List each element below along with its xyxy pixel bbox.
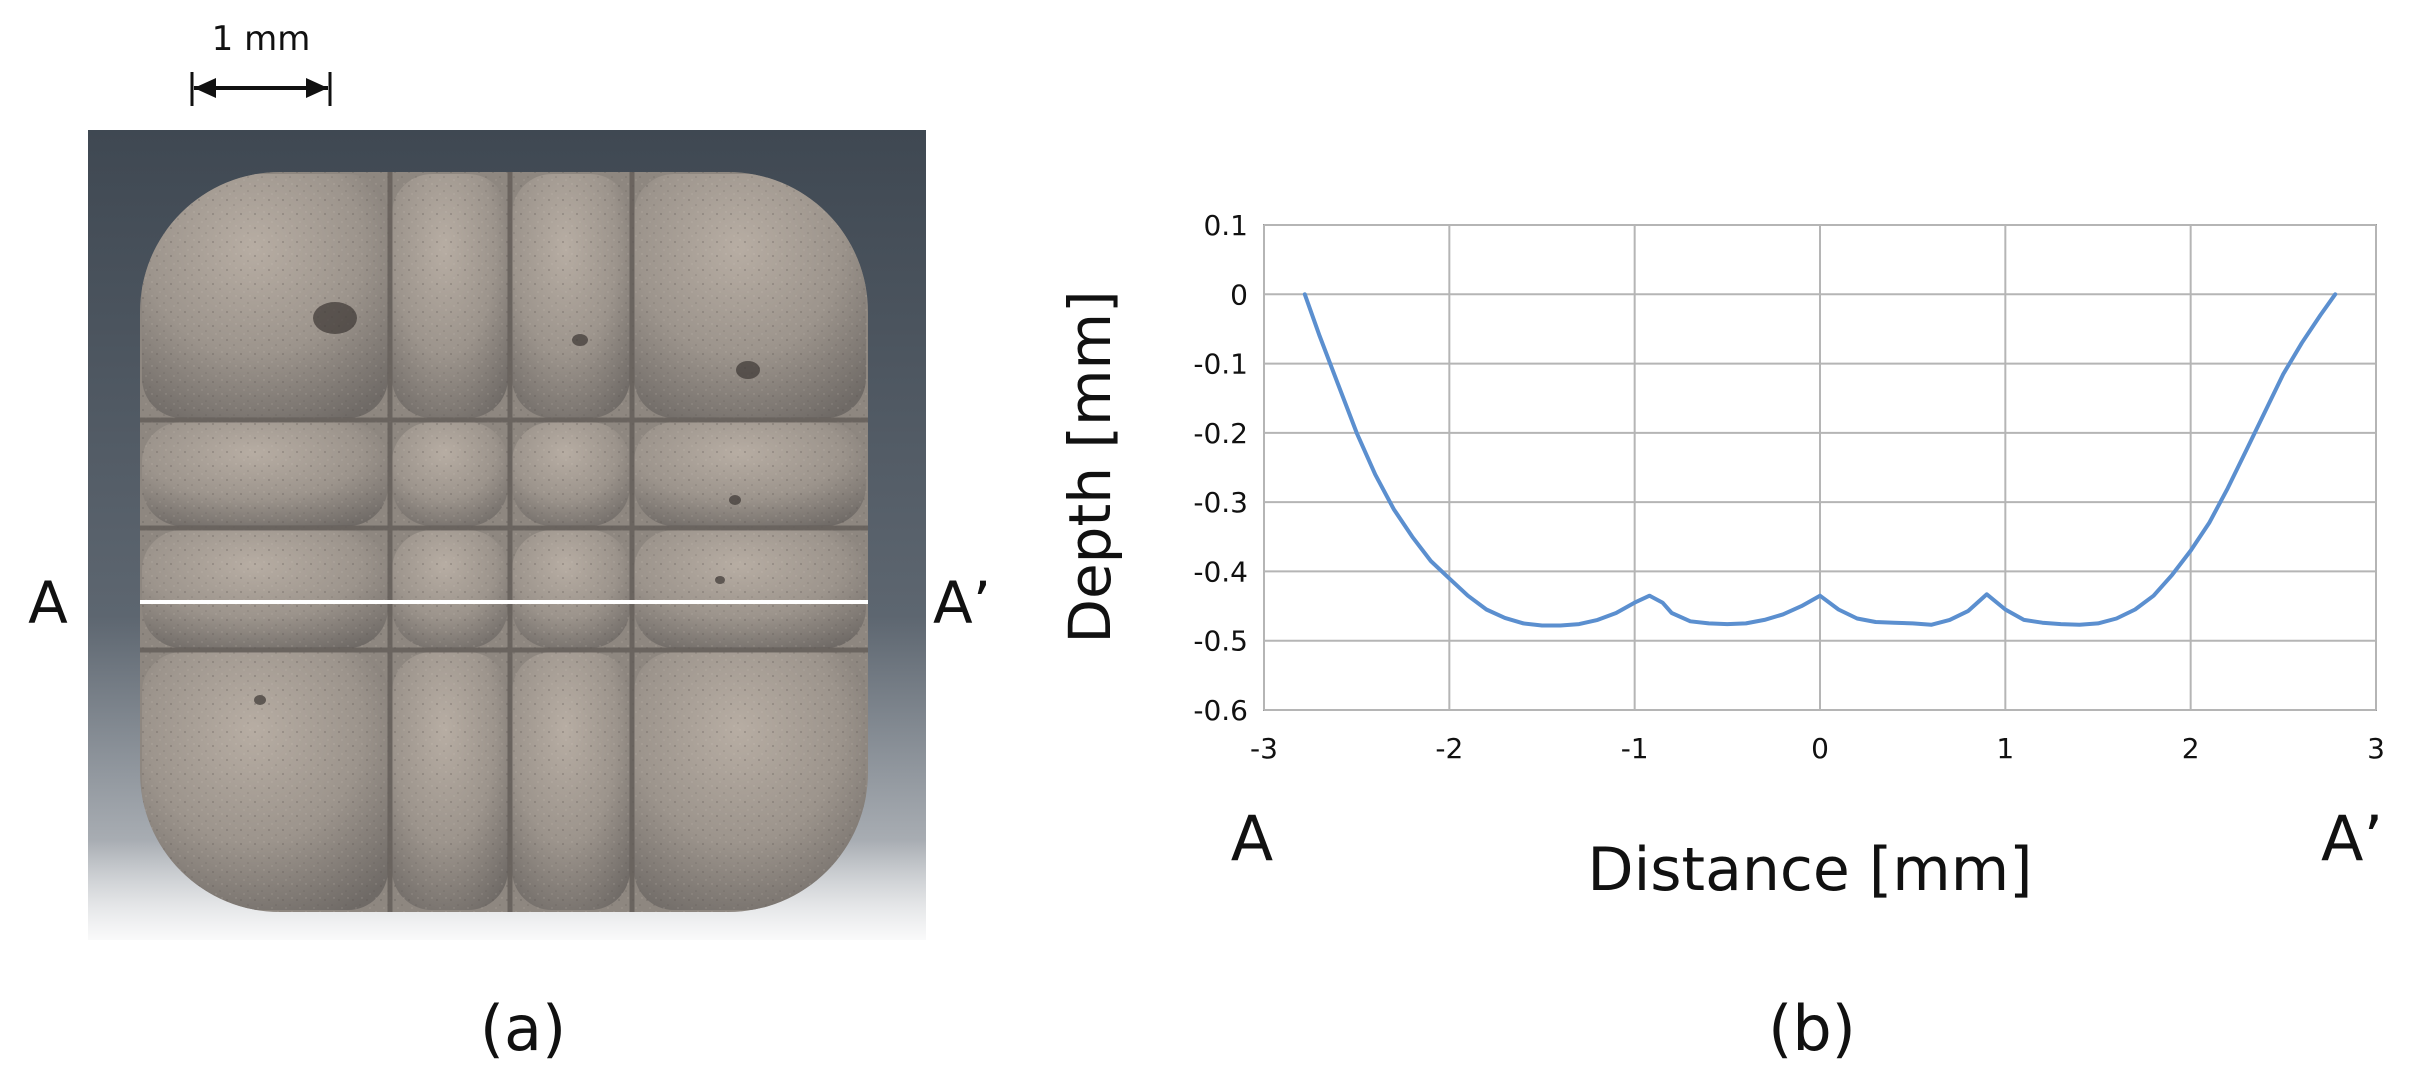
- y-tick-label: -0.2: [1193, 417, 1248, 450]
- y-tick-label: -0.4: [1193, 555, 1248, 588]
- scale-bar: [190, 72, 332, 106]
- x-tick-label: 3: [2367, 732, 2385, 765]
- section-start-label: A: [28, 569, 68, 637]
- section-end-label: A’: [933, 569, 991, 637]
- x-tick-label: -2: [1435, 732, 1463, 765]
- y-tick-label: 0: [1230, 278, 1248, 311]
- x-tick-label: -1: [1621, 732, 1649, 765]
- panel-b-caption: (b): [1768, 992, 1856, 1065]
- chart-end-label: A’: [2321, 802, 2383, 875]
- y-tick-label: -0.5: [1193, 625, 1248, 658]
- chart-start-label: A: [1231, 802, 1273, 875]
- y-tick-label: -0.1: [1193, 348, 1248, 381]
- x-tick-label: 1: [1996, 732, 2014, 765]
- y-tick-label: 0.1: [1203, 209, 1248, 242]
- x-tick-label: 0: [1811, 732, 1829, 765]
- panel-a-caption: (a): [480, 992, 566, 1065]
- depth-profile-line: [1302, 292, 2338, 628]
- y-axis-label: Depth [mm]: [1056, 290, 1124, 643]
- y-axis-ticks: 0.1 0 -0.1 -0.2 -0.3 -0.4 -0.5 -0.6: [1193, 209, 1248, 727]
- sample-surface: [140, 172, 868, 912]
- panel-b: -3 -2 -1 0 1 2 3 0.10-0.1-0.2-0.3-0.4-0.5-0.6 …: [1056, 209, 2385, 1065]
- scale-bar-label: 1 mm: [212, 19, 311, 59]
- x-tick-label: -3: [1250, 732, 1278, 765]
- x-axis-label: Distance [mm]: [1587, 835, 2032, 905]
- y-tick-label: -0.6: [1193, 694, 1248, 727]
- y-tick-label: -0.3: [1193, 486, 1248, 519]
- panel-a: 1 mm A A’ (a): [28, 19, 991, 1065]
- x-axis-ticks: -3 -2 -1 0 1 2 3: [1250, 732, 2385, 765]
- x-tick-label: 2: [2182, 732, 2200, 765]
- chart-grid: [1263, 224, 2377, 711]
